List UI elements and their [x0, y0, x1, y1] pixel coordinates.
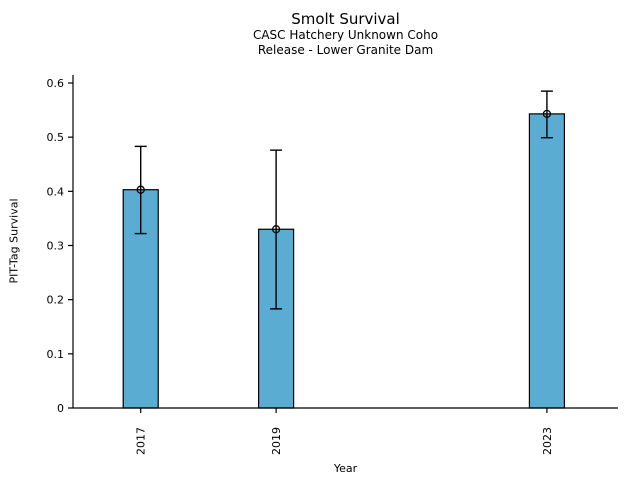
bar-2023 [528, 113, 566, 409]
point-marker-2019 [271, 225, 281, 234]
point-marker-2017 [136, 185, 145, 194]
y-tick-label-0.1: 0.1 [47, 348, 65, 361]
y-tick-label-0.2: 0.2 [47, 294, 65, 307]
x-tick-label-2019: 2019 [270, 427, 283, 455]
y-tick-label-0.3: 0.3 [47, 240, 65, 253]
point-marker-2023 [542, 109, 552, 119]
y-tick-label-0: 0 [57, 402, 64, 415]
y-tick-label-0.4: 0.4 [47, 185, 65, 198]
chart-title: Smolt Survival [291, 10, 400, 28]
chart-subtitle-line1: CASC Hatchery Unknown Coho [252, 28, 439, 42]
x-tick-label-2017: 2017 [135, 427, 148, 455]
x-tick-label-2023: 2023 [541, 427, 554, 455]
y-tick-label-0.5: 0.5 [47, 131, 65, 144]
x-axis-label: Year [333, 462, 358, 475]
chart-subtitle-line2: Release - Lower Granite Dam [257, 43, 434, 57]
y-tick-label-0.6: 0.6 [47, 77, 65, 90]
